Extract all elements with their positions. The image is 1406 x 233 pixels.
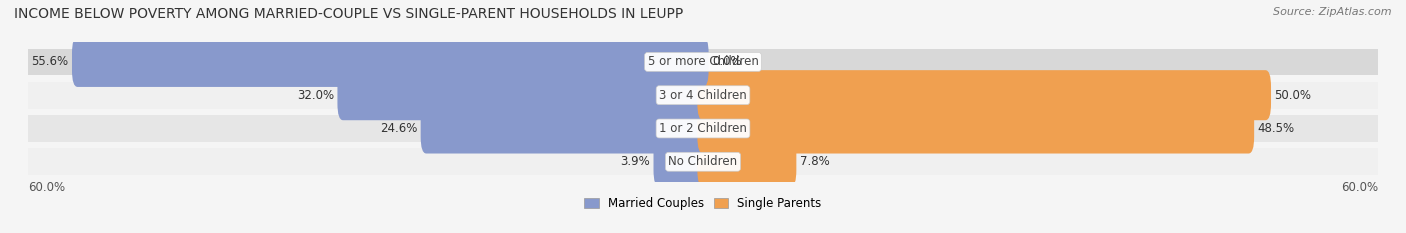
FancyBboxPatch shape [72, 37, 709, 87]
Text: 3.9%: 3.9% [620, 155, 650, 168]
Bar [28, 148, 1378, 175]
Text: 60.0%: 60.0% [28, 181, 65, 194]
Text: INCOME BELOW POVERTY AMONG MARRIED-COUPLE VS SINGLE-PARENT HOUSEHOLDS IN LEUPP: INCOME BELOW POVERTY AMONG MARRIED-COUPL… [14, 7, 683, 21]
Text: 32.0%: 32.0% [297, 89, 335, 102]
Text: 3 or 4 Children: 3 or 4 Children [659, 89, 747, 102]
Text: 24.6%: 24.6% [380, 122, 418, 135]
Text: 5 or more Children: 5 or more Children [648, 55, 758, 69]
Text: 60.0%: 60.0% [1341, 181, 1378, 194]
FancyBboxPatch shape [337, 70, 709, 120]
FancyBboxPatch shape [697, 137, 796, 187]
Text: 1 or 2 Children: 1 or 2 Children [659, 122, 747, 135]
Bar [28, 49, 1378, 75]
Bar [28, 82, 1378, 109]
Text: No Children: No Children [668, 155, 738, 168]
FancyBboxPatch shape [420, 103, 709, 154]
Legend: Married Couples, Single Parents: Married Couples, Single Parents [579, 192, 827, 215]
FancyBboxPatch shape [654, 137, 709, 187]
Text: Source: ZipAtlas.com: Source: ZipAtlas.com [1274, 7, 1392, 17]
Text: 0.0%: 0.0% [711, 55, 741, 69]
Bar [28, 115, 1378, 142]
FancyBboxPatch shape [697, 103, 1254, 154]
Text: 55.6%: 55.6% [31, 55, 69, 69]
FancyBboxPatch shape [697, 70, 1271, 120]
Text: 7.8%: 7.8% [800, 155, 830, 168]
Text: 48.5%: 48.5% [1257, 122, 1295, 135]
Text: 50.0%: 50.0% [1274, 89, 1312, 102]
